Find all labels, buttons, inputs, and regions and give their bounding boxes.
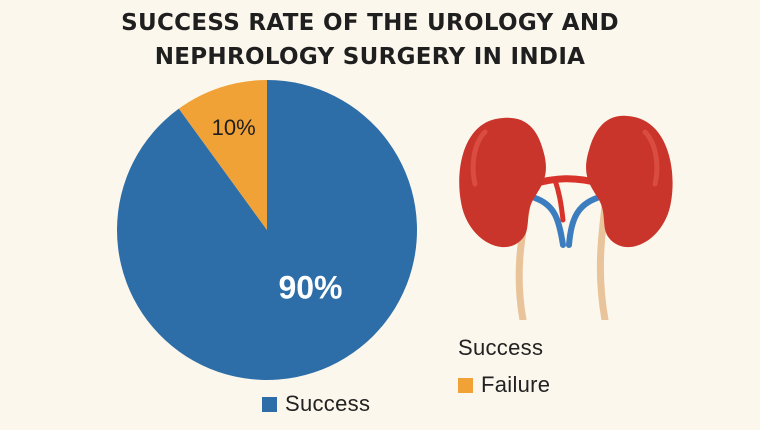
legend-item-success: Success xyxy=(262,391,370,417)
pie-label-success: 90% xyxy=(278,269,342,305)
left-kidney-highlight xyxy=(470,129,488,187)
kidney-illustration-icon xyxy=(459,115,673,320)
legend-swatch-success xyxy=(262,396,277,412)
legend-label-success: Success xyxy=(285,391,371,416)
pie-label-failure: 10% xyxy=(212,115,256,140)
vein xyxy=(532,195,600,248)
artery-branch xyxy=(552,177,566,223)
right-kidney xyxy=(586,115,673,248)
pie-slice-failure xyxy=(178,80,267,230)
chart-title-line-1: SUCCESS RATE OF THE UROLOGY AND xyxy=(121,10,619,36)
right-kidney-highlight xyxy=(642,129,660,187)
legend-item-failure: Failure xyxy=(458,372,550,398)
side-label-success: Success xyxy=(458,335,544,360)
chart-title-line-2: NEPHROLOGY SURGERY IN INDIA xyxy=(154,44,586,70)
left-kidney xyxy=(459,117,546,248)
legend-swatch-failure xyxy=(458,377,473,393)
legend-label-failure: Failure xyxy=(481,372,551,397)
chart-title: SUCCESS RATE OF THE UROLOGY AND NEPHROLO… xyxy=(90,6,650,74)
